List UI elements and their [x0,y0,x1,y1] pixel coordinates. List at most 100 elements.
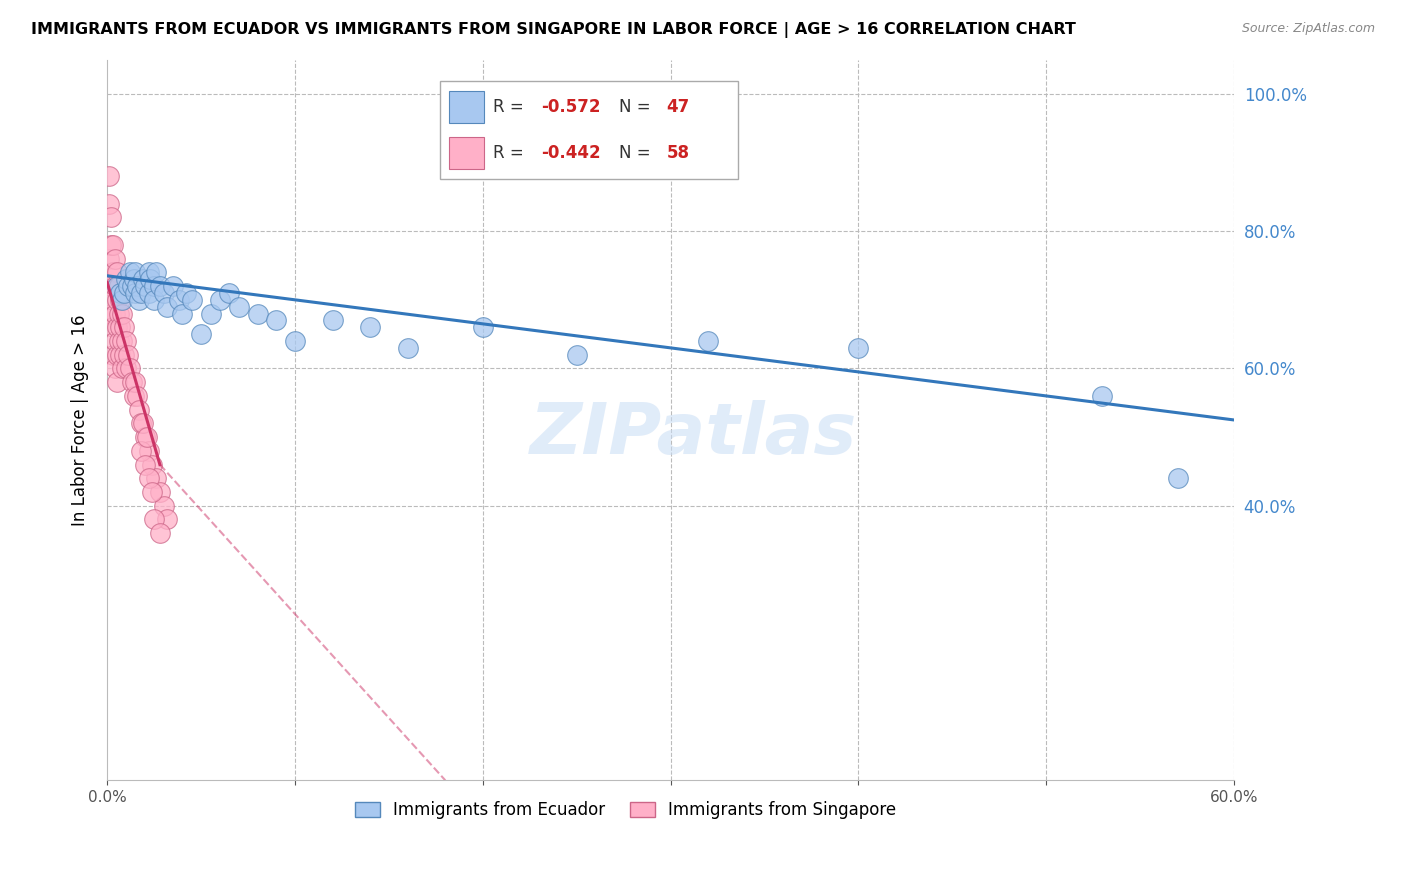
Point [1091,389,1114,403]
Point [111,361,134,376]
Point [697,334,720,348]
Point [138,285,160,300]
Point [112,285,135,300]
Point [190,327,212,342]
Point [128,293,150,307]
Point [145,265,167,279]
Point [266,313,288,327]
Point [115,361,138,376]
Point [149,279,172,293]
Point [396,341,419,355]
Legend: Immigrants from Ecuador, Immigrants from Singapore: Immigrants from Ecuador, Immigrants from… [347,795,903,826]
Point [101,293,124,307]
Point [105,293,128,307]
Text: Source: ZipAtlas.com: Source: ZipAtlas.com [1241,22,1375,36]
Point [141,458,163,472]
Point [104,252,127,266]
Point [143,512,166,526]
Point [848,341,870,355]
Point [117,279,139,293]
Point [111,334,134,348]
Point [110,320,132,334]
Point [246,307,269,321]
Point [107,334,129,348]
Point [128,402,150,417]
Point [141,485,163,500]
Point [104,334,127,348]
Point [1167,471,1189,485]
Point [143,279,166,293]
Point [104,307,127,321]
Point [101,265,124,279]
Point [101,238,124,252]
Point [105,320,128,334]
Y-axis label: In Labor Force | Age > 16: In Labor Force | Age > 16 [72,314,89,525]
Point [101,320,124,334]
Point [111,293,134,307]
Point [98,169,121,184]
Point [138,443,160,458]
Point [122,389,145,403]
Point [129,285,152,300]
Point [565,348,588,362]
Point [129,443,152,458]
Point [129,417,152,431]
Point [172,307,194,321]
Point [322,313,344,327]
Point [156,512,179,526]
Point [138,265,160,279]
Point [105,348,128,362]
Point [156,300,179,314]
Point [100,307,122,321]
Point [98,196,121,211]
Point [180,293,202,307]
Point [100,279,122,293]
Point [284,334,307,348]
Point [145,471,167,485]
Point [152,285,174,300]
Point [110,293,132,307]
Point [228,300,250,314]
Text: ZIPatlas: ZIPatlas [530,400,856,469]
Point [118,265,141,279]
Point [105,265,128,279]
Point [107,307,129,321]
Point [121,279,143,293]
Point [135,430,157,444]
Point [167,293,190,307]
Point [112,348,135,362]
Point [101,348,124,362]
Point [132,272,155,286]
Point [117,348,139,362]
Point [138,471,160,485]
Point [149,485,172,500]
Point [105,279,128,293]
Point [100,238,122,252]
Point [124,375,146,389]
Point [104,361,127,376]
Point [162,279,184,293]
Point [115,334,138,348]
Point [122,272,145,286]
Point [107,279,129,293]
Point [111,307,134,321]
Point [124,265,146,279]
Point [105,375,128,389]
Point [127,279,149,293]
Point [471,320,494,334]
Point [127,389,149,403]
Point [200,307,222,321]
Point [149,526,172,541]
Point [218,285,240,300]
Point [104,279,127,293]
Point [110,348,132,362]
Point [134,430,156,444]
Point [100,211,122,225]
Point [208,293,231,307]
Point [134,279,156,293]
Text: IMMIGRANTS FROM ECUADOR VS IMMIGRANTS FROM SINGAPORE IN LABOR FORCE | AGE > 16 C: IMMIGRANTS FROM ECUADOR VS IMMIGRANTS FR… [31,22,1076,38]
Point [112,320,135,334]
Point [110,285,132,300]
Point [132,417,155,431]
Point [143,293,166,307]
